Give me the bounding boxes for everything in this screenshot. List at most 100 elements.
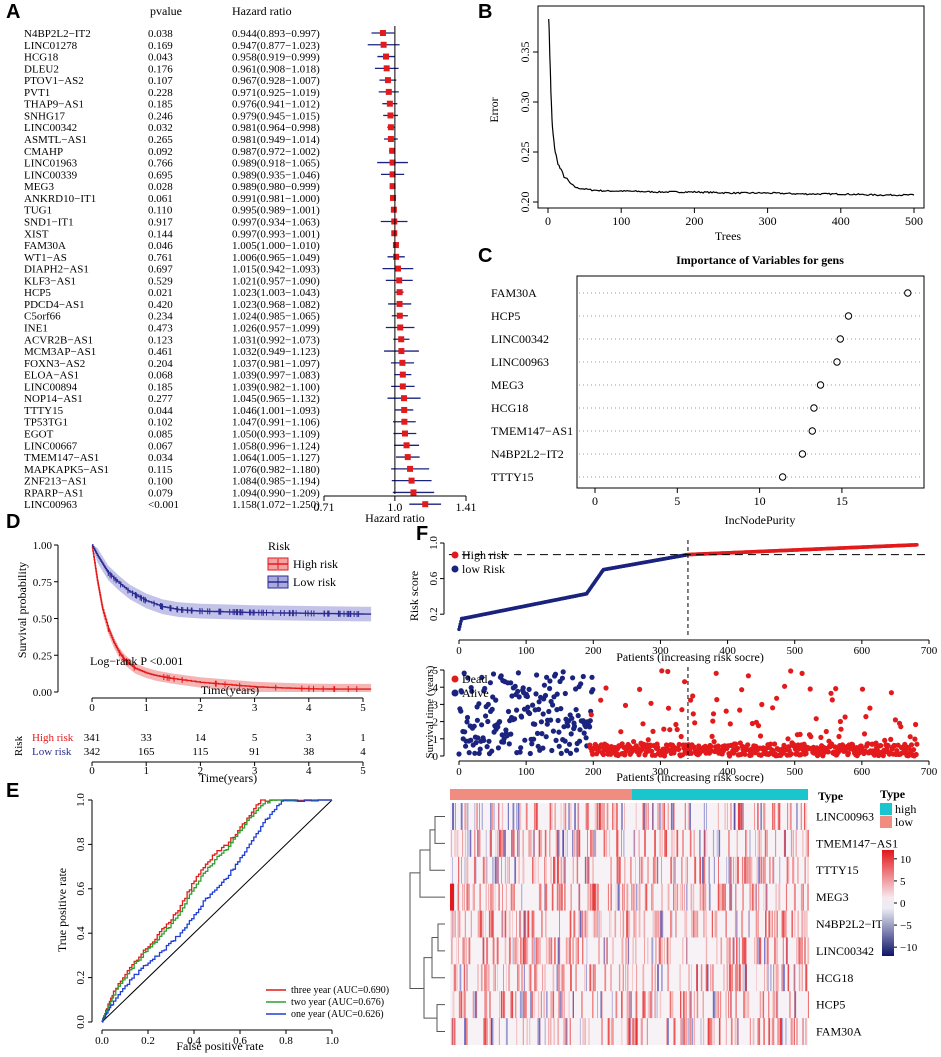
heatmap-cell-stripe (686, 991, 687, 1019)
heatmap-cell-stripe (629, 1018, 631, 1045)
forest-point (387, 136, 394, 143)
heatmap-cell-stripe (476, 991, 478, 1019)
heatmap-cell-stripe (764, 937, 766, 965)
heatmap-cell-stripe (546, 991, 548, 1019)
survtime-point-dead (808, 734, 814, 740)
heatmap-cell-stripe (670, 856, 672, 884)
survtime-x-tick-label: 0 (456, 766, 462, 778)
heatmap-cell-stripe (582, 937, 584, 965)
heatmap-cell-stripe (461, 803, 463, 830)
heatmap-cell-stripe (578, 883, 580, 911)
error-x-tick-label: 200 (685, 214, 703, 228)
survtime-point-alive (539, 731, 545, 737)
survtime-point-dead (898, 724, 904, 730)
survtime-point-dead (825, 749, 831, 755)
heatmap-cell-stripe (642, 964, 645, 992)
heatmap-cell-stripe (464, 964, 466, 992)
heatmap-cell-stripe (778, 1018, 780, 1045)
survtime-point-dead (798, 752, 804, 758)
forest-point (401, 430, 408, 437)
heatmap-cell-stripe (633, 910, 635, 938)
heatmap-cell-stripe (736, 937, 738, 965)
forest-gene-label: HCG18 (24, 52, 59, 64)
survtime-point-dead (659, 668, 665, 674)
forest-hr-text: 1.064(1.005−1.127) (232, 452, 320, 464)
riskscore-x-tick-label: 700 (921, 645, 938, 657)
survtime-point-dead (590, 751, 596, 757)
km-ylabel: Survival probability (15, 562, 29, 658)
heatmap-cell-stripe (644, 883, 647, 911)
heatmap-cell-stripe (454, 803, 456, 830)
heatmap-cell-stripe (710, 964, 712, 992)
survtime-point-dead (742, 751, 748, 757)
heatmap-cell-stripe (572, 937, 574, 965)
forest-point (410, 489, 417, 496)
type-legend-swatch-low (880, 816, 892, 828)
heatmap-cell-stripe (706, 964, 709, 992)
heatmap-cell-stripe (518, 829, 520, 857)
survtime-point-dead (749, 720, 756, 727)
heatmap-cell-stripe (777, 1018, 779, 1045)
heatmap-gene-label: HCP5 (816, 998, 845, 1012)
forest-point (396, 277, 403, 284)
heatmap-cell-stripe (691, 1018, 693, 1045)
survtime-point-dead (645, 737, 651, 743)
heatmap-cell-stripe (657, 803, 659, 830)
heatmap-cell-stripe (642, 991, 645, 1019)
heatmap-cell-stripe (658, 803, 661, 830)
heatmap-cell-stripe (540, 829, 542, 857)
heatmap-cell-stripe (458, 856, 460, 884)
survtime-point-alive (481, 737, 487, 744)
heatmap-cell-stripe (562, 964, 565, 992)
survtime-point-dead (755, 723, 762, 729)
survtime-point-dead (865, 741, 871, 747)
survtime-x-tick-label: 300 (652, 766, 669, 778)
forest-gene-label: LINC00342 (24, 122, 77, 134)
heatmap-cell-stripe (782, 910, 784, 938)
heatmap-gene-label: TTTY15 (816, 863, 859, 877)
heatmap-cell-stripe (561, 964, 564, 992)
heatmap-cell-stripe (611, 991, 613, 1019)
heatmap-cell-stripe (671, 910, 673, 938)
survtime-legend-dot-alive (451, 689, 459, 697)
heatmap-cell-stripe (734, 803, 736, 830)
heatmap-cell-stripe (608, 1018, 610, 1045)
forest-gene-label: PDCD4−AS1 (24, 299, 85, 311)
heatmap-cell-stripe (545, 883, 548, 911)
colorbar-tick-label: 10 (900, 854, 912, 866)
heatmap-cell-stripe (570, 883, 572, 911)
survtime-point-alive (570, 675, 576, 681)
heatmap-cell-stripe (620, 910, 621, 938)
heatmap-cell-stripe (458, 991, 460, 1019)
heatmap-cell-stripe (498, 803, 500, 830)
heatmap-cell-stripe (767, 829, 768, 857)
heatmap-cell-stripe (498, 1018, 500, 1045)
heatmap-cell-stripe (651, 883, 653, 911)
heatmap-cell-stripe (535, 803, 538, 830)
survtime-point-dead (600, 751, 607, 758)
heatmap-cell-stripe (572, 829, 574, 857)
heatmap-cell-stripe (677, 883, 679, 911)
heatmap-cell-stripe (748, 910, 750, 938)
survtime-y-tick-label: 1 (433, 734, 439, 746)
heatmap-cell-stripe (717, 991, 719, 1019)
forest-pvalue: 0.038 (148, 28, 173, 40)
heatmap-cell-stripe (485, 910, 486, 938)
heatmap-cell-stripe (547, 937, 550, 965)
survtime-point-dead (637, 686, 643, 693)
heatmap-cell-stripe (758, 883, 760, 911)
survtime-point-alive (479, 674, 485, 681)
importance-point (904, 289, 912, 297)
heatmap-cell-stripe (673, 1018, 676, 1045)
heatmap-cell-stripe (459, 910, 461, 938)
heatmap-cell-stripe (712, 910, 713, 938)
heatmap-cell-stripe (759, 937, 762, 965)
heatmap-cell-stripe (486, 856, 488, 884)
heatmap-cell-stripe (635, 991, 637, 1019)
heatmap-cell-stripe (544, 1018, 546, 1045)
forest-hr-text: 0.989(0.980−0.999) (232, 181, 320, 193)
survtime-point-alive (589, 674, 595, 680)
heatmap-cell-stripe (661, 803, 664, 830)
survtime-point-alive (562, 738, 568, 744)
heatmap-cell-stripe (652, 910, 654, 938)
